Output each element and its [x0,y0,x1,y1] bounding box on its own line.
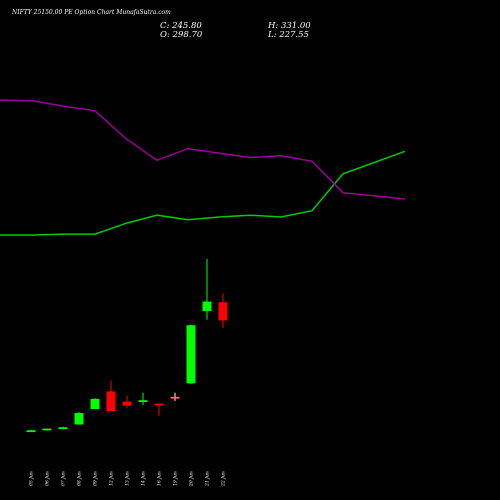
candle-body [122,401,132,406]
candle-body [138,400,148,403]
lower-indicator-line [0,99,406,200]
x-tick-label: 05 Jun [29,471,35,486]
high-value: H: 331.00 [267,21,311,31]
candle-body [218,302,228,321]
close-value: C: 245.80 [160,21,202,31]
candle-body [202,301,212,312]
x-tick-label: 07 Jun [61,471,67,486]
x-tick-label: 21 Jun [205,471,211,487]
x-tick-label: 08 Jun [77,471,83,486]
candle-body [154,403,164,406]
x-tick-label: 22 Jun [221,471,227,487]
chart-title: NIFTY 25150.00 PE Option Chart MunafaSut… [11,9,171,16]
indicator-lines [0,99,406,236]
candle-body [106,391,116,412]
x-tick-label: 19 Jun [173,471,179,486]
low-value: L: 227.55 [267,30,309,40]
x-tick-label: 12 Jun [109,471,115,486]
x-tick-label: 20 Jun [189,471,195,487]
candle-body [186,325,196,384]
candle-body [90,398,100,409]
candle-body [42,428,52,431]
x-tick-label: 14 Jun [141,471,147,486]
candle-body [26,430,36,433]
candles [26,259,228,433]
x-tick-label: 16 Jun [157,471,163,486]
x-tick-label: 13 Jun [125,471,131,486]
candle-body [74,413,84,425]
candle-body [170,396,180,399]
upper-indicator-line [0,150,406,236]
candle-body [58,427,68,430]
x-tick-label: 06 Jun [45,471,51,486]
open-value: O: 298.70 [160,30,203,40]
x-axis-labels: 05 Jun 06 Jun 07 Jun 08 Jun 09 Jun 12 Jun 13 J… [29,471,227,487]
x-tick-label: 09 Jun [93,471,99,486]
